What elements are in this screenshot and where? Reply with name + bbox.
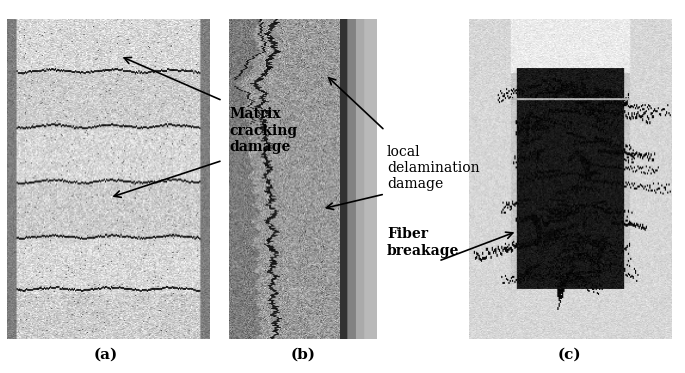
Text: (c): (c) <box>558 348 582 362</box>
Text: (b): (b) <box>290 348 315 362</box>
Text: (a): (a) <box>94 348 119 362</box>
Text: Matrix
cracking
damage: Matrix cracking damage <box>229 107 297 154</box>
Text: local
delamination
damage: local delamination damage <box>387 145 480 191</box>
Text: Fiber
breakage: Fiber breakage <box>387 228 460 257</box>
